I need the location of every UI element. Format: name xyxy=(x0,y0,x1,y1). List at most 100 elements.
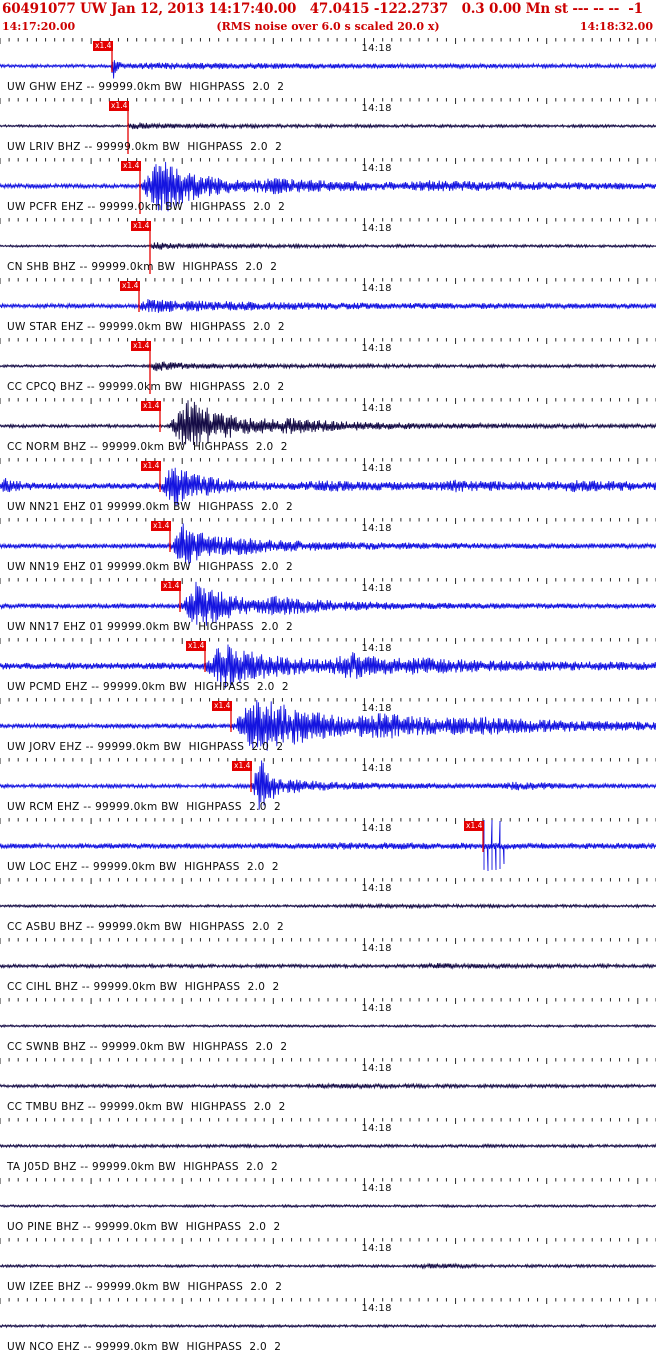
trace-row-nn17[interactable]: 14:18 x1.4 UW NN17 EHZ 01 99999.0km BW HIG… xyxy=(0,578,656,638)
window-end-time: 14:18:32.00 xyxy=(579,20,653,33)
second-ticks xyxy=(0,698,656,706)
trace-waveform xyxy=(0,819,656,872)
second-ticks xyxy=(0,578,656,586)
trace-row-nco[interactable]: 14:18 UW NCO EHZ -- 99999.0km BW HIGHPASS… xyxy=(0,1298,656,1358)
time-scale-line: 14:17:20.00 (RMS noise over 6.0 s scaled… xyxy=(0,19,656,35)
trace-waveform xyxy=(0,467,656,506)
trace-row-asbu[interactable]: 14:18 CC ASBU BHZ -- 99999.0km BW HIGHPAS… xyxy=(0,878,656,938)
station-label: UW JORV EHZ -- 99999.0km BW HIGHPASS 2.0… xyxy=(7,741,284,753)
minute-label: 14:18 xyxy=(361,1303,392,1314)
pick-flag[interactable]: x1.4 xyxy=(131,221,152,231)
trace-row-cpcq[interactable]: 14:18 x1.4 CC CPCQ BHZ -- 99999.0km BW HIG… xyxy=(0,338,656,398)
second-ticks xyxy=(0,878,656,886)
minute-label: 14:18 xyxy=(361,643,392,654)
waveform-plot-swnb xyxy=(0,998,656,1029)
trace-row-star[interactable]: 14:18 x1.4 UW STAR EHZ -- 99999.0km BW HIG… xyxy=(0,278,656,338)
station-label: CC TMBU BHZ -- 99999.0km BW HIGHPASS 2.0… xyxy=(7,1101,286,1113)
pick-flag[interactable]: x1.4 xyxy=(131,341,152,351)
trace-waveform xyxy=(0,644,656,689)
trace-row-jorv[interactable]: 14:18 x1.4 UW JORV EHZ -- 99999.0km BW HIG… xyxy=(0,698,656,758)
waveform-plot-nn17 xyxy=(0,578,656,626)
second-ticks xyxy=(0,998,656,1006)
second-ticks xyxy=(0,278,656,286)
trace-waveform xyxy=(0,1082,656,1090)
window-start-time: 14:17:20.00 xyxy=(2,20,76,33)
pick-flag[interactable]: x1.4 xyxy=(141,461,162,471)
minute-label: 14:18 xyxy=(361,1123,392,1134)
second-ticks xyxy=(0,398,656,406)
second-ticks xyxy=(0,1298,656,1306)
second-ticks xyxy=(0,338,656,346)
waveform-plot-shb xyxy=(0,218,656,274)
trace-list: 14:18 x1.4 UW GHW EHZ -- 99999.0km BW HIGH… xyxy=(0,38,656,1358)
trace-row-j05d[interactable]: 14:18 TA J05D BHZ -- 99999.0km BW HIGHPAS… xyxy=(0,1118,656,1178)
station-label: UW LOC EHZ -- 99999.0km BW HIGHPASS 2.0 … xyxy=(7,861,279,873)
pick-flag[interactable]: x1.4 xyxy=(121,161,142,171)
minute-label: 14:18 xyxy=(361,403,392,414)
pick-flag[interactable]: x1.4 xyxy=(212,701,233,711)
trace-waveform xyxy=(0,1143,656,1149)
pick-flag[interactable]: x1.4 xyxy=(186,641,207,651)
trace-waveform xyxy=(0,581,656,626)
minute-label: 14:18 xyxy=(361,1063,392,1074)
station-label: UW NCO EHZ -- 99999.0km BW HIGHPASS 2.0 … xyxy=(7,1341,282,1353)
trace-row-pcfr[interactable]: 14:18 x1.4 UW PCFR EHZ -- 99999.0km BW HIG… xyxy=(0,158,656,218)
second-ticks xyxy=(0,98,656,106)
waveform-plot-cihl xyxy=(0,938,656,970)
trace-row-rcm[interactable]: 14:18 x1.4 UW RCM EHZ -- 99999.0km BW HIGH… xyxy=(0,758,656,818)
trace-row-tmbu[interactable]: 14:18 CC TMBU BHZ -- 99999.0km BW HIGHPAS… xyxy=(0,1058,656,1118)
waveform-plot-pine xyxy=(0,1178,656,1209)
waveform-plot-izee xyxy=(0,1238,656,1270)
pick-flag[interactable]: x1.4 xyxy=(120,281,141,291)
waveform-plot-asbu xyxy=(0,878,656,910)
trace-row-izee[interactable]: 14:18 UW IZEE BHZ -- 99999.0km BW HIGHPAS… xyxy=(0,1238,656,1298)
minute-label: 14:18 xyxy=(361,703,392,714)
trace-waveform xyxy=(0,1203,656,1209)
trace-row-nn19[interactable]: 14:18 x1.4 UW NN19 EHZ 01 99999.0km BW HIG… xyxy=(0,518,656,578)
pick-flag[interactable]: x1.4 xyxy=(161,581,182,591)
second-ticks xyxy=(0,938,656,946)
trace-waveform xyxy=(0,760,656,810)
trace-row-shb[interactable]: 14:18 x1.4 CN SHB BHZ -- 99999.0km BW HIGH… xyxy=(0,218,656,278)
pick-flag[interactable]: x1.4 xyxy=(141,401,162,411)
trace-row-pcmd[interactable]: 14:18 x1.4 UW PCMD EHZ -- 99999.0km BW HIG… xyxy=(0,638,656,698)
trace-row-loc[interactable]: 14:18 x1.4 UW LOC EHZ -- 99999.0km BW HIGH… xyxy=(0,818,656,878)
trace-waveform xyxy=(0,361,656,372)
trace-row-norm[interactable]: 14:18 x1.4 CC NORM BHZ -- 99999.0km BW HIG… xyxy=(0,398,656,458)
minute-label: 14:18 xyxy=(361,823,392,834)
station-label: CC CIHL BHZ -- 99999.0km BW HIGHPASS 2.0… xyxy=(7,981,280,993)
minute-label: 14:18 xyxy=(361,43,392,54)
station-label: UW LRIV BHZ -- 99999.0km BW HIGHPASS 2.0… xyxy=(7,141,283,153)
pick-flag[interactable]: x1.4 xyxy=(151,521,172,531)
waveform-plot-nco xyxy=(0,1298,656,1329)
second-ticks xyxy=(0,1178,656,1186)
scaling-note: (RMS noise over 6.0 s scaled 20.0 x) xyxy=(216,20,440,33)
minute-label: 14:18 xyxy=(361,283,392,294)
trace-row-nn21[interactable]: 14:18 x1.4 UW NN21 EHZ 01 99999.0km BW HIG… xyxy=(0,458,656,518)
pick-flag[interactable]: x1.4 xyxy=(232,761,253,771)
waveform-plot-norm xyxy=(0,398,656,446)
waveform-plot-j05d xyxy=(0,1118,656,1149)
trace-row-pine[interactable]: 14:18 UO PINE BHZ -- 99999.0km BW HIGHPAS… xyxy=(0,1178,656,1238)
trace-row-ghw[interactable]: 14:18 x1.4 UW GHW EHZ -- 99999.0km BW HIGH… xyxy=(0,38,656,98)
event-summary-line: 60491077 UW Jan 12, 2013 14:17:40.00 47.… xyxy=(2,1,643,17)
waveform-plot-star xyxy=(0,278,656,313)
station-label: UO PINE BHZ -- 99999.0km BW HIGHPASS 2.0… xyxy=(7,1221,281,1233)
trace-waveform xyxy=(0,400,656,446)
trace-row-cihl[interactable]: 14:18 CC CIHL BHZ -- 99999.0km BW HIGHPAS… xyxy=(0,938,656,998)
pick-flag[interactable]: x1.4 xyxy=(109,101,130,111)
minute-label: 14:18 xyxy=(361,1183,392,1194)
minute-label: 14:18 xyxy=(361,463,392,474)
trace-row-swnb[interactable]: 14:18 CC SWNB BHZ -- 99999.0km BW HIGHPAS… xyxy=(0,998,656,1058)
trace-waveform xyxy=(0,60,656,79)
pick-flag[interactable]: x1.4 xyxy=(93,41,114,51)
trace-waveform xyxy=(0,122,656,130)
waveform-plot-nn19 xyxy=(0,518,656,564)
station-label: CN SHB BHZ -- 99999.0km BW HIGHPASS 2.0 … xyxy=(7,261,278,273)
pick-flag[interactable]: x1.4 xyxy=(464,821,485,831)
trace-waveform xyxy=(0,1262,656,1270)
second-ticks xyxy=(0,638,656,646)
trace-waveform xyxy=(0,1323,656,1329)
trace-waveform xyxy=(0,242,656,250)
trace-row-lriv[interactable]: 14:18 x1.4 UW LRIV BHZ -- 99999.0km BW HIG… xyxy=(0,98,656,158)
